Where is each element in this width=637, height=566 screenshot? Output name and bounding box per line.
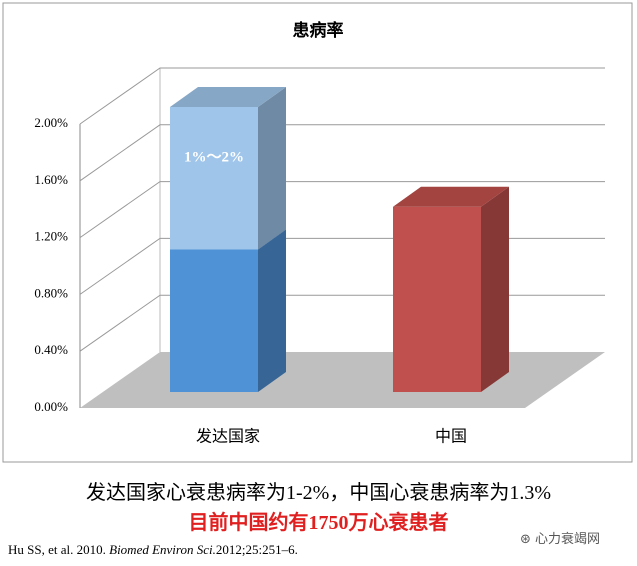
bar-side	[481, 186, 509, 392]
bar-side	[258, 87, 286, 250]
bar-top	[393, 186, 509, 207]
grid-line	[79, 181, 605, 239]
reference: Hu SS, et al. 2010. Biomed Environ Sci.2…	[8, 542, 298, 558]
watermark: ⊛ 心力衰竭网	[520, 532, 601, 547]
summary-caption: 发达国家心衰患病率为1-2%，中国心衰患病率为1.3%	[86, 482, 551, 504]
grid-line	[79, 67, 605, 125]
chart-title: 患病率	[293, 20, 344, 41]
floor	[80, 352, 605, 408]
bar	[170, 107, 258, 250]
annotation: 1%～2%	[184, 150, 244, 166]
chart: 患病率 0.00% 0.40% 0.80% 1.20% 1.60% 2.00% 1%～2% 发…	[2, 2, 633, 463]
y-tick-label: 2.00%	[34, 115, 68, 130]
x-tick-label: 发达国家	[196, 427, 260, 446]
y-tick-label: 0.40%	[34, 342, 68, 357]
watermark-text: 心力衰竭网	[535, 532, 601, 547]
bar-top	[170, 87, 286, 107]
x-tick-label: 中国	[435, 427, 467, 446]
y-tick-label: 1.60%	[34, 172, 68, 187]
bar	[170, 249, 258, 392]
y-tick-label: 0.00%	[34, 399, 68, 414]
bar-side	[258, 229, 286, 392]
y-tick-label: 0.80%	[34, 285, 68, 300]
ref-details: 2012;25:251–6.	[215, 542, 298, 557]
ref-journal: Biomed Environ Sci.	[109, 542, 216, 557]
grid-line	[79, 124, 605, 182]
bar	[393, 206, 481, 392]
y-tick-label: 1.20%	[34, 229, 68, 244]
ref-authors: Hu SS, et al. 2010.	[8, 542, 110, 557]
highlight-caption: 目前中国约有1750万心衰患者	[188, 512, 449, 534]
